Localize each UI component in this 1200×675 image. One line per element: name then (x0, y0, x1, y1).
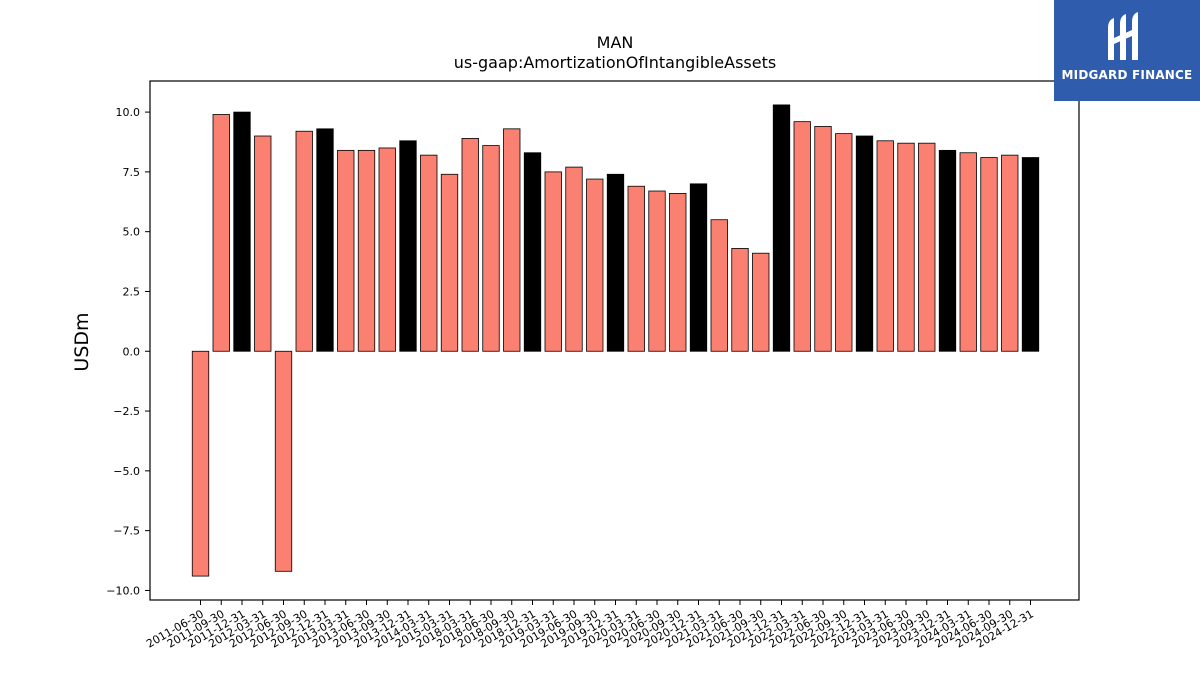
bar (752, 252, 770, 352)
bar (586, 178, 604, 352)
bar (648, 190, 666, 352)
bar (627, 185, 645, 352)
y-tick-label: 0.0 (123, 345, 141, 358)
bar (233, 111, 251, 352)
bar (461, 138, 479, 352)
bar (835, 133, 853, 352)
bar (254, 135, 272, 352)
bar (1001, 154, 1019, 352)
bar (959, 152, 977, 352)
bar (337, 149, 355, 352)
bar (980, 157, 998, 352)
bar (772, 104, 791, 352)
chart-subtitle: us-gaap:AmortizationOfIntangibleAssets (454, 53, 776, 72)
plot-frame (149, 80, 1080, 601)
bar (897, 142, 915, 352)
midgard-logo-icon (1108, 12, 1138, 60)
bar (357, 149, 376, 352)
bar (669, 193, 687, 352)
y-tick-label: 5.0 (123, 226, 141, 239)
bar (523, 152, 542, 352)
bar (212, 114, 230, 352)
bar (731, 248, 749, 352)
bar (191, 350, 210, 577)
bar (1021, 157, 1040, 352)
bar (399, 140, 417, 352)
bar (710, 219, 728, 352)
y-tick-label: 10.0 (116, 106, 141, 119)
y-tick-label: −7.5 (113, 525, 140, 538)
y-tick-label: 2.5 (123, 285, 141, 298)
bar (689, 183, 708, 352)
bar (316, 128, 334, 352)
bar (544, 171, 562, 352)
brand-name: MIDGARD FINANCE (1061, 68, 1193, 82)
y-tick-label: −2.5 (113, 405, 140, 418)
bar (420, 154, 438, 352)
bar (274, 350, 293, 572)
y-tick-label: −5.0 (113, 465, 140, 478)
bar (295, 130, 313, 352)
bar (378, 147, 396, 352)
bar (503, 128, 521, 352)
bar (793, 121, 811, 352)
bar (938, 149, 957, 352)
bar (814, 126, 832, 352)
chart-title: MAN (597, 33, 634, 52)
bar (606, 173, 625, 352)
bar (482, 145, 500, 352)
bar (876, 140, 894, 352)
y-tick-label: 7.5 (123, 166, 141, 179)
bar (855, 135, 874, 352)
bar (440, 173, 459, 352)
plot-area: −10.0−7.5−5.0−2.50.02.55.07.510.02011-06… (106, 104, 1040, 651)
brand-logo: MIDGARD FINANCE (1054, 0, 1200, 101)
bar (565, 166, 583, 352)
y-axis-label: USDm (71, 312, 93, 371)
y-tick-label: −10.0 (106, 584, 140, 597)
bar (918, 142, 936, 352)
